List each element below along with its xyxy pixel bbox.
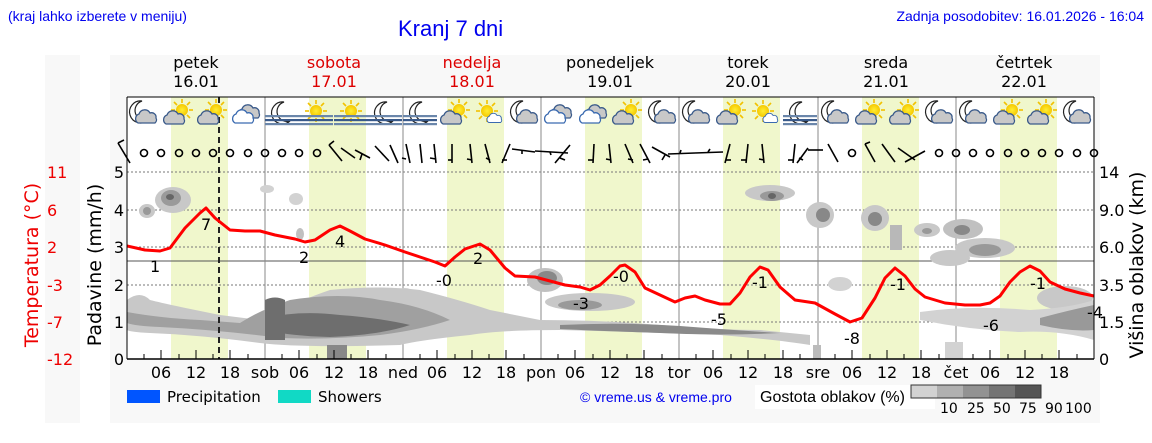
svg-text:1: 1 — [150, 257, 160, 276]
svg-text:sob: sob — [251, 363, 279, 382]
legend: Precipitation Showers © vreme.us & vreme… — [127, 384, 1042, 409]
svg-text:06: 06 — [980, 363, 1000, 382]
svg-text:3: 3 — [114, 238, 124, 257]
svg-text:06: 06 — [427, 363, 447, 382]
svg-text:-3: -3 — [47, 276, 63, 295]
svg-text:5: 5 — [114, 163, 124, 182]
day-label-sobota: sobota 17.01 — [306, 53, 362, 91]
menu-hint: (kraj lahko izberete v meniju) — [8, 8, 187, 24]
svg-text:-12: -12 — [47, 350, 73, 369]
svg-text:0: 0 — [1099, 350, 1109, 369]
svg-text:11: 11 — [47, 163, 67, 182]
svg-text:9.0: 9.0 — [1099, 201, 1124, 220]
temperature-axis-title: Temperatura (°C) — [21, 183, 43, 348]
svg-text:1: 1 — [114, 313, 124, 332]
svg-text:2: 2 — [299, 248, 309, 267]
svg-text:06: 06 — [289, 363, 309, 382]
page-title: Kranj 7 dni — [398, 16, 504, 41]
calm-wind-icon — [139, 148, 1099, 158]
svg-text:-5: -5 — [711, 310, 727, 329]
day-label-sreda: sreda 21.01 — [863, 53, 909, 91]
svg-text:ned: ned — [388, 363, 418, 382]
svg-text:tor: tor — [668, 363, 691, 382]
svg-text:12: 12 — [186, 363, 206, 382]
precipitation-axis-title: Padavine (mm/h) — [84, 184, 106, 347]
left-axis-ticks: 0 1 2 3 4 5 — [114, 163, 124, 369]
svg-text:-0: -0 — [436, 271, 452, 290]
svg-text:pon: pon — [526, 363, 556, 382]
svg-text:-4: -4 — [1087, 303, 1103, 322]
day-label-torek: torek 20.01 — [725, 53, 771, 91]
svg-text:06: 06 — [703, 363, 723, 382]
svg-text:06: 06 — [842, 363, 862, 382]
svg-text:18: 18 — [496, 363, 516, 382]
credit-text: © vreme.us & vreme.pro — [580, 389, 732, 405]
day-label-cetrtek: četrtek 22.01 — [995, 53, 1053, 91]
svg-text:12: 12 — [600, 363, 620, 382]
svg-text:-1: -1 — [1030, 274, 1046, 293]
svg-text:6.0: 6.0 — [1099, 238, 1124, 257]
precipitation-legend-label: Precipitation — [167, 388, 261, 406]
day-label-ponedeljek: ponedeljek 19.01 — [566, 53, 654, 91]
cloud-density-label: Gostota oblakov (%) — [760, 389, 905, 406]
svg-text:-7: -7 — [47, 313, 63, 332]
wind-barbs — [117, 139, 1099, 164]
svg-text:7: 7 — [201, 215, 211, 234]
svg-text:18: 18 — [911, 363, 931, 382]
svg-text:06: 06 — [151, 363, 171, 382]
day-label-nedelja: nedelja 18.01 — [442, 53, 502, 91]
svg-text:čet: čet — [944, 363, 969, 382]
svg-text:12: 12 — [324, 363, 344, 382]
svg-text:06: 06 — [565, 363, 585, 382]
svg-text:4: 4 — [335, 232, 345, 251]
showers-legend-label: Showers — [318, 388, 382, 406]
right-axis-ticks: 0 1.5 3.5 6.0 9.0 14 — [1099, 163, 1124, 369]
svg-text:12: 12 — [877, 363, 897, 382]
svg-text:18: 18 — [773, 363, 793, 382]
svg-text:-6: -6 — [983, 316, 999, 335]
svg-text:2: 2 — [114, 276, 124, 295]
svg-text:2: 2 — [473, 249, 483, 268]
showers-swatch — [278, 390, 311, 403]
x-axis-labels: 06 12 18 sob 06 12 18 ned 06 12 18 pon 0… — [151, 363, 1069, 382]
svg-text:14: 14 — [1099, 163, 1119, 182]
cloud-density-scale — [910, 384, 1042, 399]
temperature-line — [126, 206, 1095, 324]
svg-text:-0: -0 — [613, 267, 629, 286]
temperature-labels: 1 7 2 4 -0 2 -3 -0 -5 -1 -8 -1 -6 -1 -4 — [150, 215, 1103, 348]
day-label-petek: petek 16.01 — [173, 53, 219, 91]
svg-text:1.5: 1.5 — [1099, 313, 1124, 332]
svg-text:-1: -1 — [890, 275, 906, 294]
svg-text:18: 18 — [1049, 363, 1069, 382]
temp-axis-panel — [45, 55, 80, 423]
svg-text:3.5: 3.5 — [1099, 276, 1124, 295]
x-ticks — [143, 350, 1078, 359]
svg-text:18: 18 — [358, 363, 378, 382]
last-update: Zadnja posodobitev: 16.01.2026 - 16:04 — [896, 8, 1144, 24]
svg-text:2: 2 — [47, 238, 57, 257]
svg-text:4: 4 — [114, 201, 124, 220]
cloud-height-axis-title: Višina oblakov (km) — [1126, 172, 1148, 359]
svg-text:12: 12 — [462, 363, 482, 382]
svg-text:-3: -3 — [573, 294, 589, 313]
svg-text:6: 6 — [47, 201, 57, 220]
svg-text:12: 12 — [738, 363, 758, 382]
svg-text:-1: -1 — [752, 273, 768, 292]
svg-text:12: 12 — [1015, 363, 1035, 382]
precipitation-swatch — [127, 390, 160, 403]
temperature-axis-ticks: -12 -7 -3 2 6 11 — [47, 163, 73, 369]
svg-text:-8: -8 — [844, 329, 860, 348]
svg-text:18: 18 — [220, 363, 240, 382]
svg-text:sre: sre — [806, 363, 830, 382]
svg-text:18: 18 — [634, 363, 654, 382]
svg-text:0: 0 — [114, 350, 124, 369]
wind-barb-icon — [117, 139, 926, 164]
